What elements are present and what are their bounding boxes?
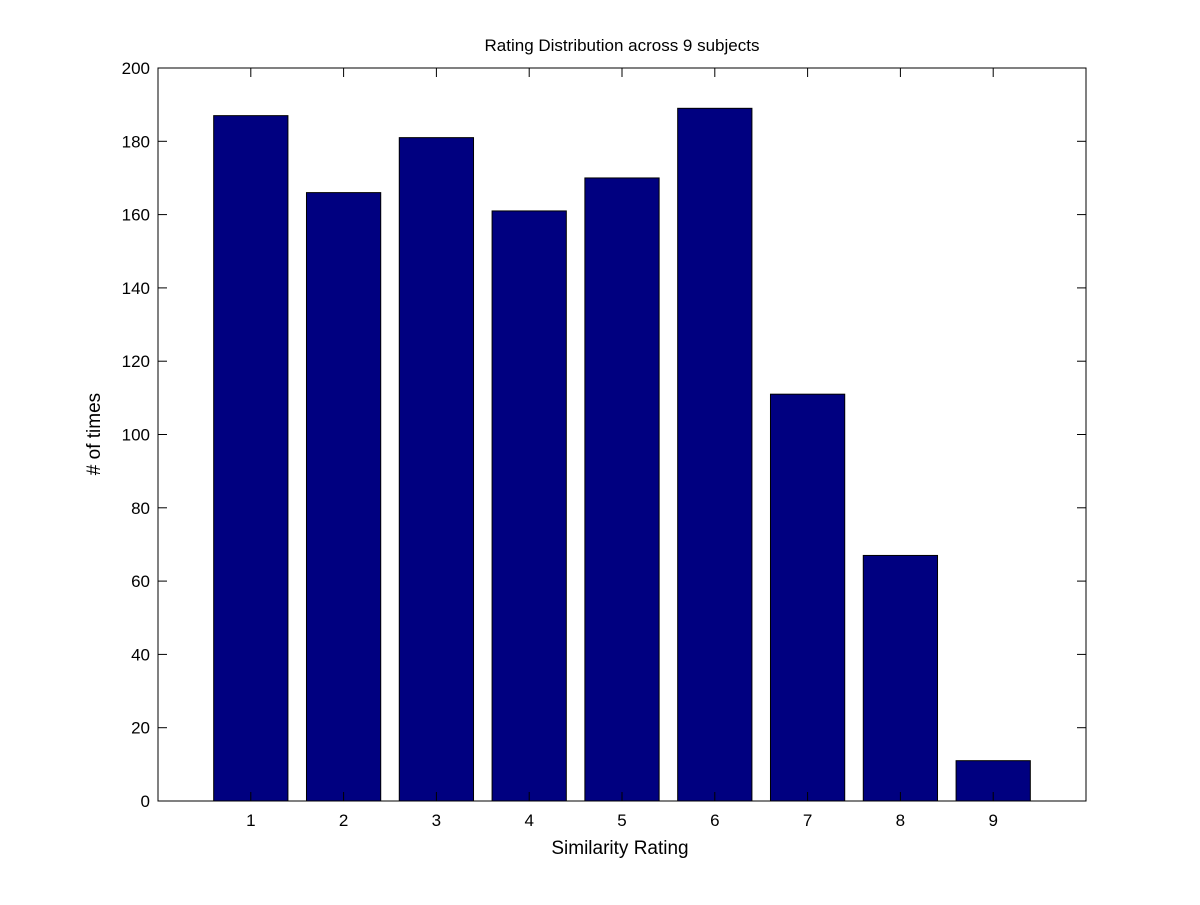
x-tick-labels: 1 2 3 4 5 6 7 8 9	[246, 811, 998, 830]
x-axis-label: Similarity Rating	[551, 838, 688, 859]
x-tick-label-3: 3	[432, 811, 441, 830]
y-tick-label-180: 180	[122, 132, 150, 151]
y-tick-label-40: 40	[131, 645, 150, 664]
plot-frame	[157, 67, 1087, 802]
y-tick-label-0: 0	[141, 792, 150, 811]
x-tick-label-1: 1	[246, 811, 255, 830]
x-tick-label-8: 8	[896, 811, 905, 830]
y-tick-label-140: 140	[122, 279, 150, 298]
chart-title: Rating Distribution across 9 subjects	[485, 36, 760, 55]
x-tick-label-2: 2	[339, 811, 348, 830]
y-tick-label-20: 20	[131, 719, 150, 738]
y-tick-label-200: 200	[122, 59, 150, 78]
bar-2	[305, 192, 382, 802]
x-tick-label-5: 5	[617, 811, 626, 830]
bar-1	[213, 115, 289, 802]
x-tick-label-9: 9	[988, 811, 997, 830]
y-tick-label-120: 120	[122, 352, 150, 371]
y-tick-label-160: 160	[122, 206, 150, 225]
bar-8	[862, 554, 939, 802]
bar-7	[769, 393, 846, 802]
y-axis-label: # of times	[84, 393, 105, 475]
bar-6	[677, 107, 753, 802]
bar-3	[398, 137, 475, 802]
x-tick-label-7: 7	[803, 811, 812, 830]
y-tick-labels: 0 20 40 60 80 100 120 140 160 180 200	[122, 59, 150, 811]
x-tick-label-6: 6	[710, 811, 719, 830]
bar-4	[491, 210, 567, 802]
y-tick-label-60: 60	[131, 572, 150, 591]
bars-group	[213, 107, 1031, 802]
bar-5	[584, 177, 660, 802]
y-tick-label-100: 100	[122, 426, 150, 445]
x-tick-label-4: 4	[524, 811, 533, 830]
y-tick-label-80: 80	[131, 499, 150, 518]
